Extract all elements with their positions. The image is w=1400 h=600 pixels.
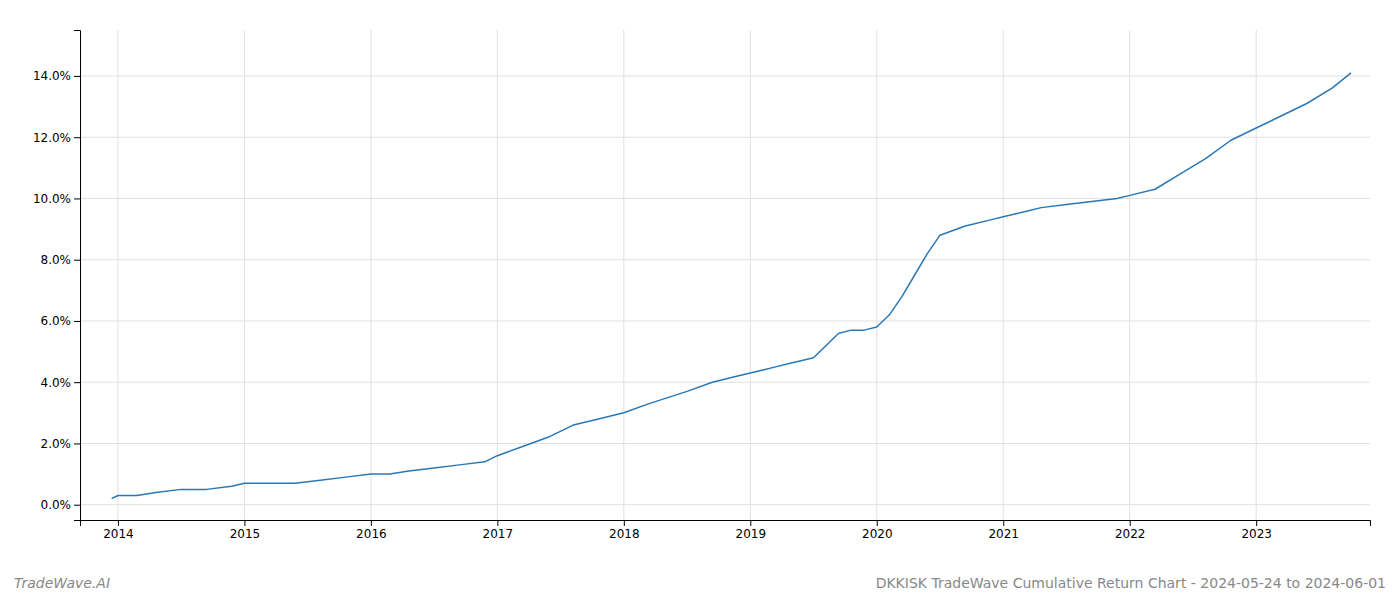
y-axis: 0.0% 2.0% 4.0% 6.0% 8.0% 10.0% 12.0% 14.0% (33, 31, 81, 521)
grid-line (80, 443, 1370, 444)
grid-line (876, 30, 877, 520)
tick-label: 2.0% (41, 437, 72, 451)
x-tick: 2017 (483, 520, 514, 541)
tick-label: 10.0% (33, 192, 71, 206)
axis-line (81, 521, 1371, 527)
chart: 2014 2015 2016 2017 2018 2019 2020 2021 2022 2023… (0, 0, 1400, 600)
tick-mark (1003, 520, 1004, 526)
x-tick: 2019 (736, 520, 767, 541)
x-tick: 2014 (103, 520, 134, 541)
x-tick: 2020 (862, 520, 893, 541)
tick-mark (74, 137, 80, 138)
y-tick: 0.0% (41, 498, 81, 512)
grid-line (80, 259, 1370, 260)
tick-label: 2021 (988, 527, 1019, 541)
watermark: TradeWave.AI (14, 575, 110, 591)
tick-label: 2019 (736, 527, 767, 541)
tick-label: 2017 (483, 527, 514, 541)
grid-line (623, 30, 624, 520)
grid-line (80, 137, 1370, 138)
tick-mark (1130, 520, 1131, 526)
y-tick: 12.0% (33, 131, 80, 145)
grid-line (80, 382, 1370, 383)
y-tick: 4.0% (41, 376, 81, 390)
x-tick: 2021 (988, 520, 1019, 541)
grid-line (80, 504, 1370, 505)
tick-label: 2016 (356, 527, 387, 541)
plot-area (112, 73, 1351, 499)
y-tick: 2.0% (41, 437, 81, 451)
tick-label: 4.0% (41, 376, 72, 390)
tick-mark (74, 382, 80, 383)
y-tick: 14.0% (33, 69, 80, 83)
grid-line (1003, 30, 1004, 520)
tick-label: 6.0% (41, 314, 72, 328)
tick-mark (244, 520, 245, 526)
y-tick: 10.0% (33, 192, 80, 206)
grid (80, 30, 1370, 520)
tick-mark (1256, 520, 1257, 526)
x-tick: 2015 (230, 520, 261, 541)
grid-line (497, 30, 498, 520)
tick-mark (877, 520, 878, 526)
tick-label: 2015 (230, 527, 261, 541)
grid-line (80, 198, 1370, 199)
tick-mark (74, 443, 80, 444)
tick-mark (118, 520, 119, 526)
grid-line (80, 320, 1370, 321)
tick-label: 2020 (862, 527, 893, 541)
axis-line (74, 31, 81, 521)
tick-label: 2014 (103, 527, 134, 541)
x-tick: 2023 (1241, 520, 1272, 541)
tick-mark (74, 505, 80, 506)
tick-label: 12.0% (33, 131, 71, 145)
tick-mark (74, 321, 80, 322)
line (112, 73, 1351, 499)
y-tick: 6.0% (41, 314, 81, 328)
x-axis: 2014 2015 2016 2017 2018 2019 2020 2021 2022 2023 (81, 520, 1371, 541)
tick-label: 0.0% (41, 498, 72, 512)
x-tick: 2018 (609, 520, 640, 541)
tick-mark (497, 520, 498, 526)
title: DKKISK TradeWave Cumulative Return Chart… (876, 575, 1386, 591)
x-tick: 2016 (356, 520, 387, 541)
grid-line (750, 30, 751, 520)
tick-mark (624, 520, 625, 526)
tick-label: 8.0% (41, 253, 72, 267)
grid-line (1256, 30, 1257, 520)
tick-mark (371, 520, 372, 526)
tick-mark (750, 520, 751, 526)
grid-line (370, 30, 371, 520)
tick-label: 2018 (609, 527, 640, 541)
y-tick: 8.0% (41, 253, 81, 267)
grid-line (1129, 30, 1130, 520)
grid-line (244, 30, 245, 520)
tick-label: 2023 (1241, 527, 1272, 541)
grid-line (117, 30, 118, 520)
tick-mark (74, 260, 80, 261)
grid-line (80, 75, 1370, 76)
tick-label: 2022 (1115, 527, 1146, 541)
tick-label: 14.0% (33, 69, 71, 83)
x-tick: 2022 (1115, 520, 1146, 541)
tick-mark (74, 76, 80, 77)
tick-mark (74, 198, 80, 199)
